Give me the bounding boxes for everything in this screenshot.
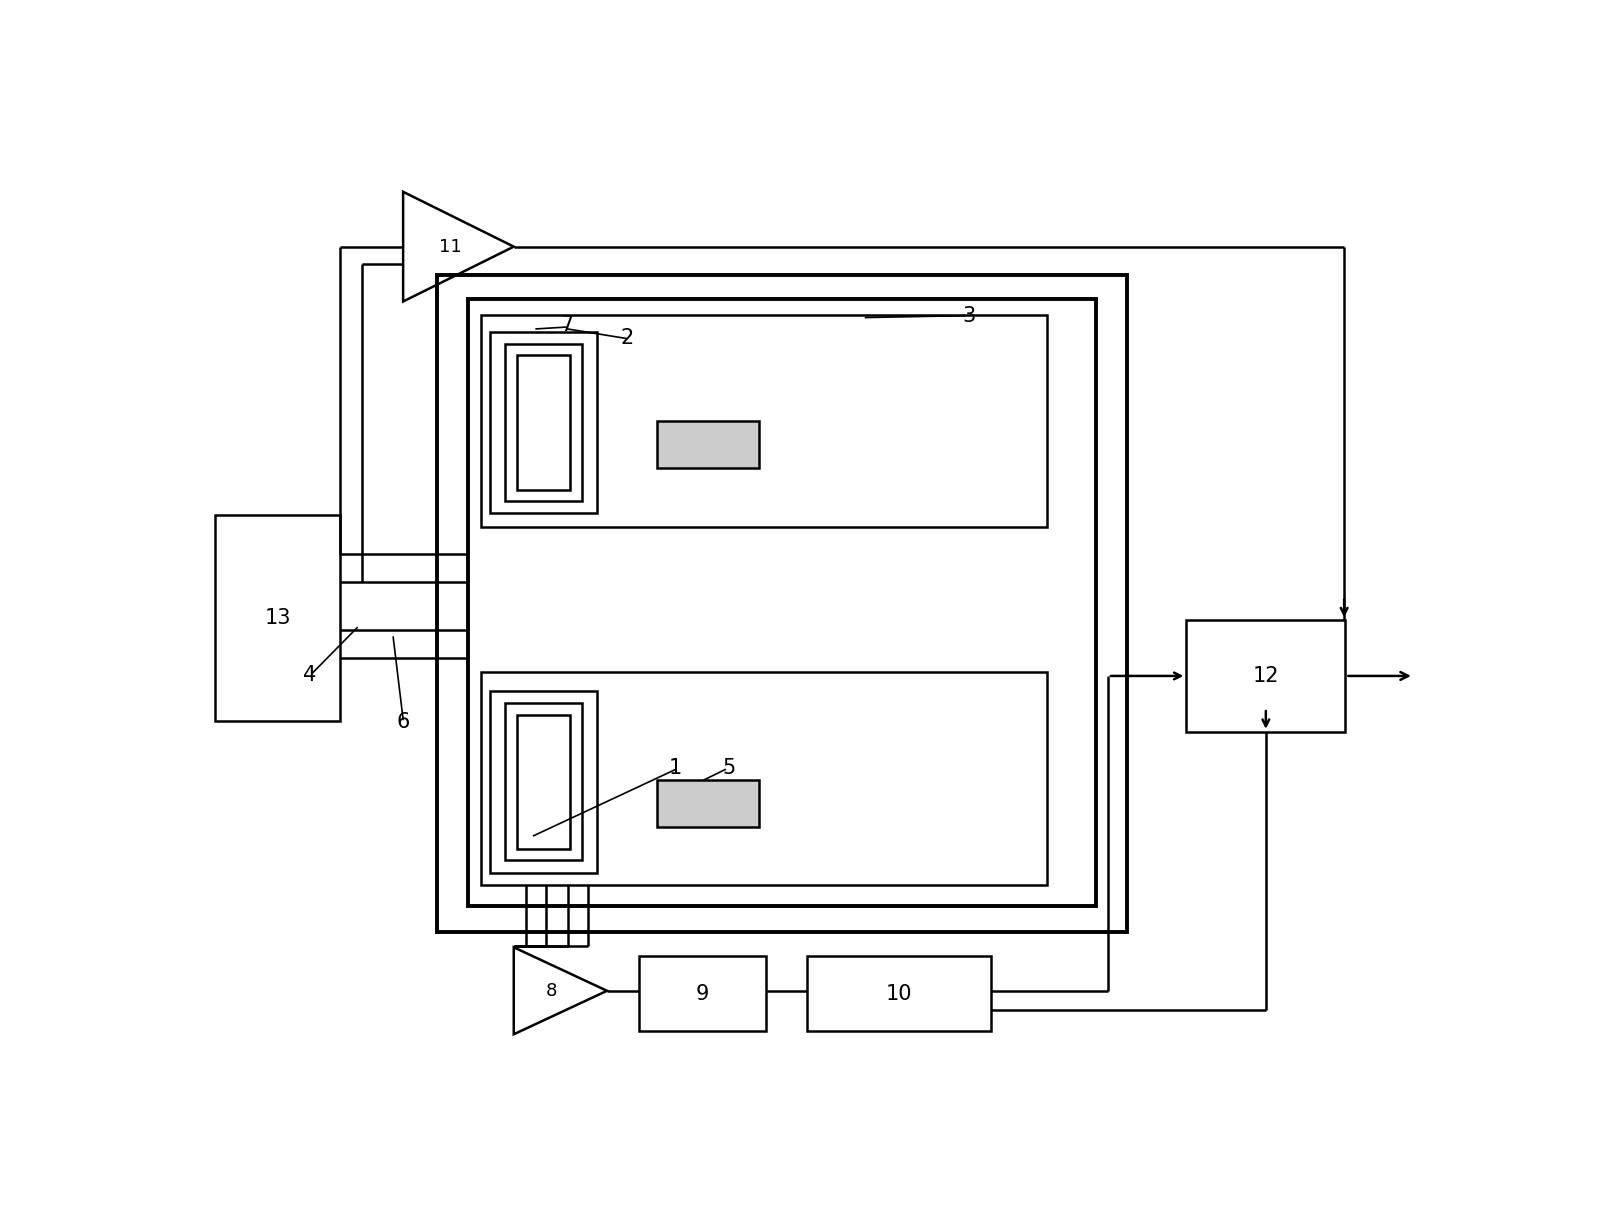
Text: 3: 3 (962, 306, 975, 325)
Bar (518, 355, 569, 490)
Text: 5: 5 (722, 758, 736, 777)
Bar (481, 672, 1047, 885)
Bar (656, 780, 759, 828)
Bar (468, 298, 1096, 906)
Bar (807, 955, 991, 1032)
Text: 1: 1 (669, 758, 682, 777)
Text: 6: 6 (396, 712, 409, 732)
Bar (215, 516, 340, 721)
Text: 13: 13 (265, 608, 290, 629)
Bar (505, 704, 582, 861)
Bar (491, 691, 597, 873)
Bar (640, 955, 767, 1032)
Text: 4: 4 (303, 666, 316, 685)
Bar (491, 332, 597, 513)
Text: 10: 10 (885, 984, 913, 1003)
Text: 9: 9 (696, 984, 709, 1003)
Text: 8: 8 (545, 982, 557, 1000)
Bar (656, 421, 759, 468)
Bar (505, 344, 582, 501)
Text: 12: 12 (1253, 666, 1278, 686)
Bar (481, 314, 1047, 528)
Bar (1187, 620, 1346, 732)
Bar (436, 275, 1126, 932)
Text: 2: 2 (621, 328, 634, 349)
Text: 11: 11 (439, 238, 462, 255)
Text: 7: 7 (560, 316, 574, 335)
Bar (518, 715, 569, 849)
